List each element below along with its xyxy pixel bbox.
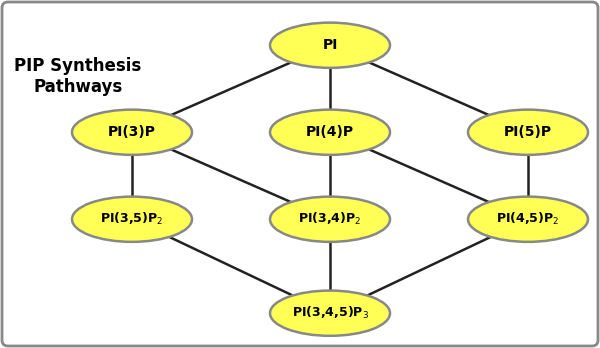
Ellipse shape [468, 110, 588, 155]
Ellipse shape [72, 110, 192, 155]
Text: PI(3,4,5)P$_3$: PI(3,4,5)P$_3$ [292, 305, 368, 321]
Ellipse shape [468, 197, 588, 242]
Text: PI(3)P: PI(3)P [108, 125, 156, 139]
Ellipse shape [270, 110, 390, 155]
Text: PI(4,5)P$_2$: PI(4,5)P$_2$ [496, 211, 560, 227]
Ellipse shape [270, 197, 390, 242]
Text: PI(3,5)P$_2$: PI(3,5)P$_2$ [100, 211, 164, 227]
Text: PI(4)P: PI(4)P [306, 125, 354, 139]
Text: PI(3,4)P$_2$: PI(3,4)P$_2$ [298, 211, 362, 227]
Text: PI(5)P: PI(5)P [504, 125, 552, 139]
Text: PIP Synthesis
Pathways: PIP Synthesis Pathways [14, 57, 142, 96]
Text: PI: PI [322, 38, 338, 52]
Ellipse shape [270, 291, 390, 336]
Ellipse shape [270, 23, 390, 68]
Ellipse shape [72, 197, 192, 242]
